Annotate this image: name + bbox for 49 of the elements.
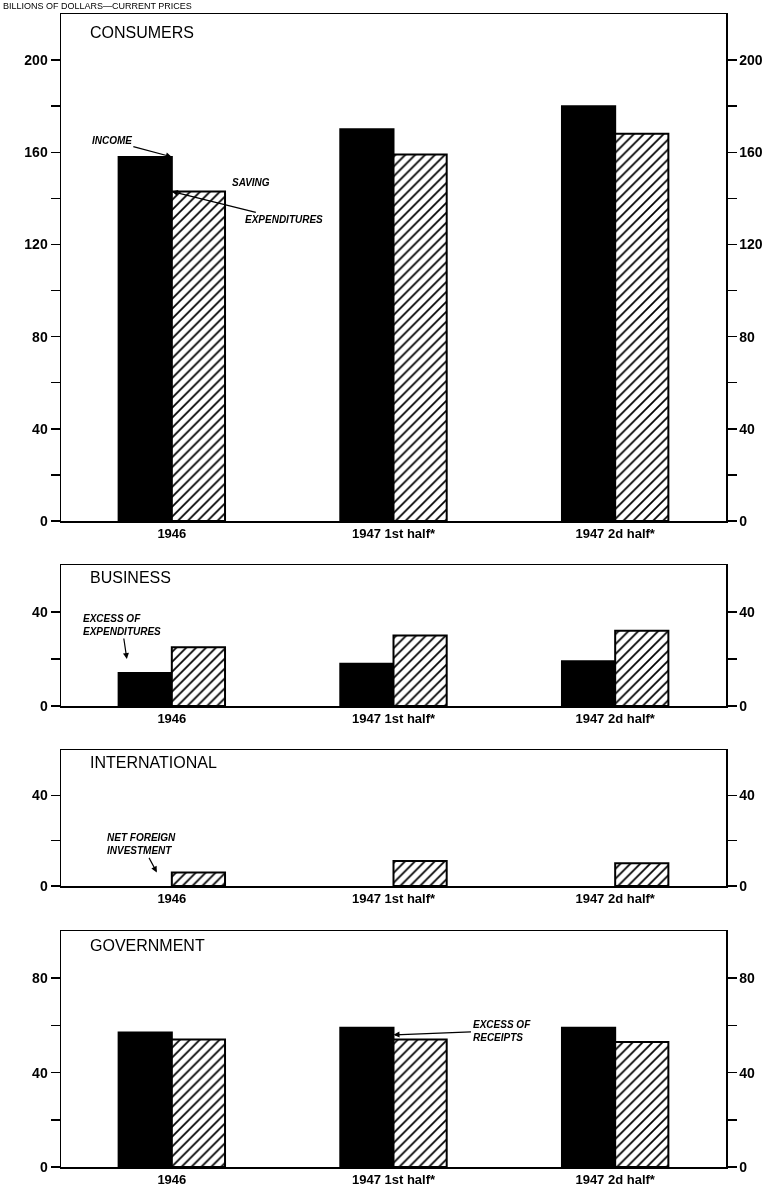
y2-tick-label: 80 [739, 970, 756, 987]
annotation: EXPENDITURES [245, 214, 324, 225]
y2-tick-label: 40 [739, 787, 756, 804]
y2-tick-label: 0 [739, 512, 748, 529]
x-tick-label: 1947 2d half* [575, 1172, 656, 1188]
x-tick-label: 1947 2d half* [575, 891, 656, 907]
y-tick-label: 40 [32, 787, 48, 804]
y-tick-label: 40 [32, 1064, 48, 1081]
x-tick-label: 1947 1st half* [351, 711, 436, 727]
y2-tick-label: 40 [739, 1064, 756, 1081]
x-tick-label: 1947 1st half* [351, 526, 436, 542]
y2-tick-label: 0 [739, 697, 748, 714]
x-tick-label: 1946 [157, 891, 187, 907]
y-tick-label: 0 [39, 1158, 48, 1175]
annotation: EXCESS OF EXPENDITURES [83, 613, 162, 637]
y-tick-label: 40 [32, 420, 48, 437]
y2-tick-label: 0 [739, 1158, 748, 1175]
annotation: NET FOREIGN INVESTMENT [107, 832, 177, 856]
x-tick-label: 1947 1st half* [351, 1172, 436, 1188]
x-tick-label: 1946 [157, 1172, 187, 1188]
y-tick-label: 160 [24, 144, 48, 161]
chart-subtitle: BILLIONS OF DOLLARS—CURRENT PRICES [3, 1, 192, 11]
y2-tick-label: 40 [739, 603, 756, 620]
y-tick-label: 0 [39, 512, 48, 529]
annotation: EXCESS OF RECEIPTS [473, 1019, 532, 1043]
y-tick-label: 80 [32, 328, 48, 345]
y2-tick-label: 120 [739, 236, 763, 253]
x-tick-label: 1947 1st half* [351, 891, 436, 907]
chart-title: INTERNATIONAL [90, 754, 217, 771]
y2-tick-label: 0 [739, 877, 748, 894]
y2-tick-label: 160 [739, 144, 763, 161]
y2-tick-label: 40 [739, 420, 756, 437]
y-tick-label: 40 [32, 603, 48, 620]
annotation: SAVING [232, 177, 270, 188]
chart-title: GOVERNMENT [90, 937, 205, 954]
y-tick-label: 200 [24, 51, 48, 68]
chart-title: BUSINESS [90, 569, 171, 586]
x-tick-label: 1947 2d half* [575, 526, 656, 542]
y2-tick-label: 80 [739, 328, 756, 345]
y-tick-label: 120 [24, 236, 48, 253]
annotation: INCOME [92, 135, 133, 146]
y-tick-label: 80 [32, 970, 48, 987]
y-tick-label: 0 [39, 877, 48, 894]
x-tick-label: 1946 [157, 711, 187, 727]
y2-tick-label: 200 [739, 51, 763, 68]
x-tick-label: 1947 2d half* [575, 711, 656, 727]
y-tick-label: 0 [39, 697, 48, 714]
x-tick-label: 1946 [157, 526, 187, 542]
text: CONSUMERS [90, 24, 195, 41]
